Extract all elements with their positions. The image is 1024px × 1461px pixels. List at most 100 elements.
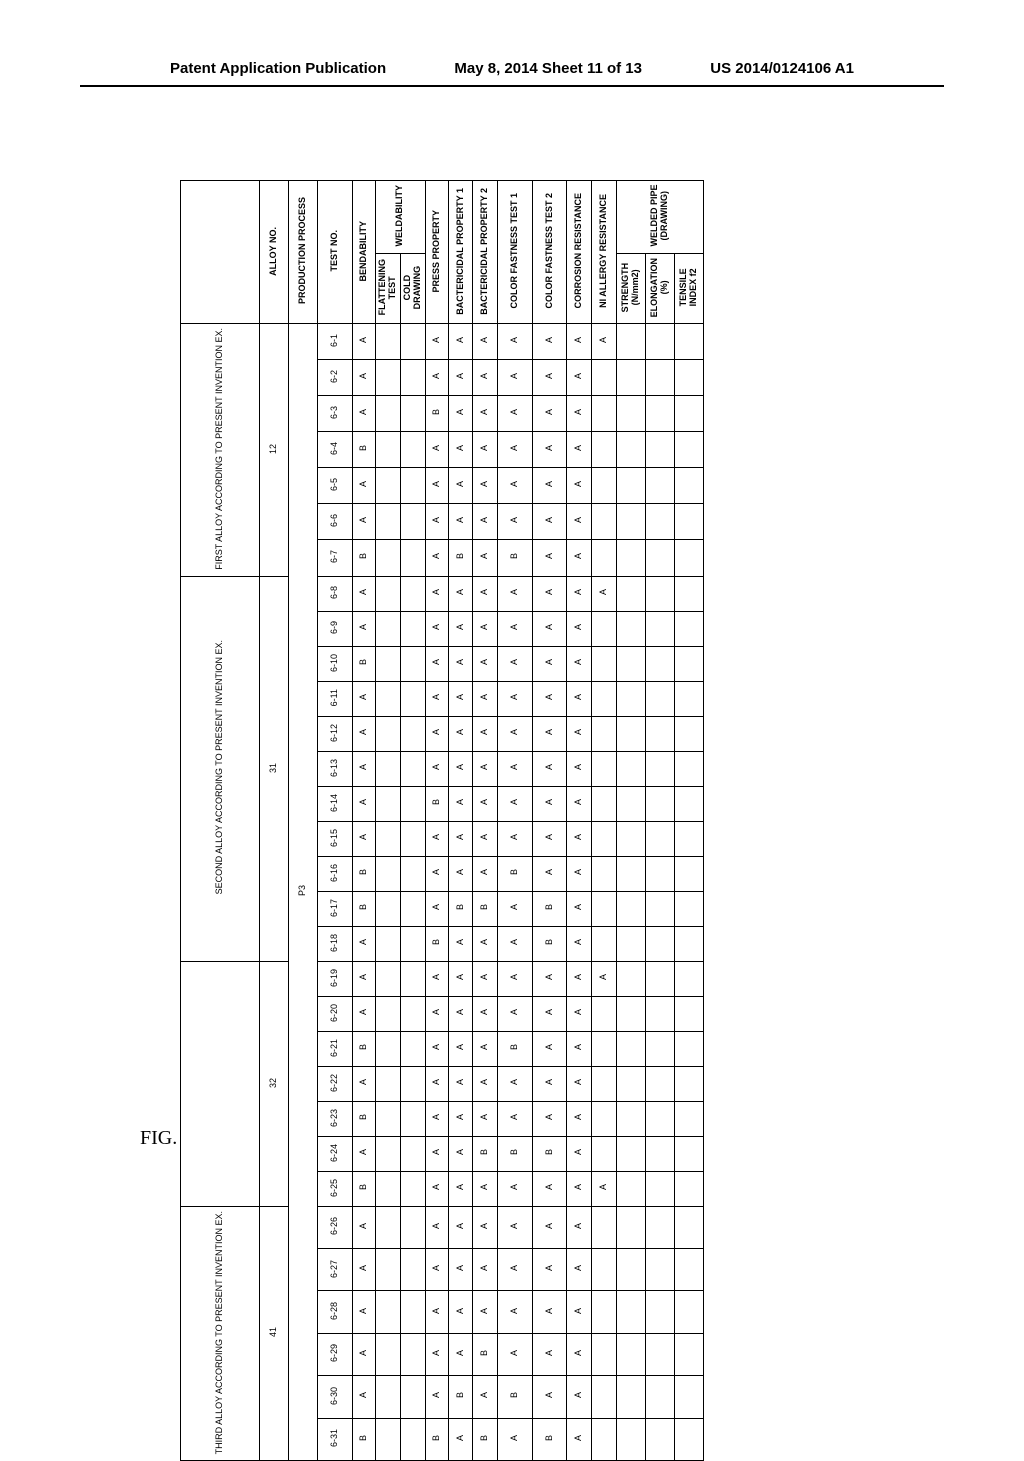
cell-value: A <box>430 549 444 563</box>
test-no: 6-6 <box>328 510 342 531</box>
test-no: 6-12 <box>328 720 342 746</box>
cell-value: A <box>454 620 468 634</box>
cell-value: A <box>543 369 557 383</box>
cell-value: A <box>508 900 522 914</box>
cell-value: A <box>597 1180 611 1194</box>
table-row: THIRD ALLOY ACCORDING TO PRESENT INVENTI… <box>181 1206 704 1248</box>
cell-value: A <box>357 1145 371 1159</box>
cell-value: A <box>572 795 586 809</box>
cell-value: B <box>543 1431 557 1445</box>
cell-value: A <box>454 405 468 419</box>
cell-value: A <box>543 513 557 527</box>
cell-value: A <box>454 513 468 527</box>
cell-value: A <box>454 1110 468 1124</box>
cell-value: A <box>572 655 586 669</box>
cell-value: A <box>478 333 492 347</box>
cell-value: B <box>357 1110 371 1124</box>
test-no: 6-1 <box>328 330 342 351</box>
table-header: ALLOY NO. PRODUCTION PROCESS TEST NO. BE… <box>181 181 704 324</box>
test-no: 6-10 <box>328 650 342 676</box>
cell-value: A <box>543 585 557 599</box>
cell-value: A <box>543 725 557 739</box>
cell-value: A <box>597 585 611 599</box>
cell-value: A <box>508 333 522 347</box>
cell-value: A <box>508 655 522 669</box>
cell-value: A <box>357 513 371 527</box>
cell-value: B <box>508 1145 522 1159</box>
cell-value: A <box>430 1304 444 1318</box>
cell-value: A <box>543 1110 557 1124</box>
cell-value: A <box>478 1040 492 1054</box>
cell-value: A <box>454 725 468 739</box>
cell-value: A <box>572 830 586 844</box>
table-row: 326-19AAAAAAAA <box>181 961 704 996</box>
cell-value: B <box>357 549 371 563</box>
cell-value: A <box>572 333 586 347</box>
hdr-bend: BENDABILITY <box>357 217 371 286</box>
cell-value: A <box>357 620 371 634</box>
cell-value: A <box>454 795 468 809</box>
cell-value: A <box>572 1261 586 1275</box>
cell-value: A <box>508 760 522 774</box>
cell-value: A <box>543 1219 557 1233</box>
cell-value: A <box>478 369 492 383</box>
cell-value: A <box>543 1180 557 1194</box>
cell-value: A <box>454 1431 468 1445</box>
cell-value: A <box>430 1075 444 1089</box>
cell-value: A <box>478 1261 492 1275</box>
cell-value: A <box>508 1304 522 1318</box>
test-no: 6-13 <box>328 755 342 781</box>
hdr-alloy-no: ALLOY NO. <box>267 223 281 280</box>
alloy-no: 12 <box>267 440 281 458</box>
cell-value: A <box>478 690 492 704</box>
cell-value: B <box>430 935 444 949</box>
hdr-elong: ELONGATION (%) <box>648 254 672 321</box>
cell-value: A <box>572 970 586 984</box>
test-no: 6-16 <box>328 860 342 886</box>
cell-value: A <box>430 970 444 984</box>
cell-value: A <box>478 1005 492 1019</box>
cell-value: A <box>357 333 371 347</box>
cell-value: A <box>430 865 444 879</box>
cell-value: A <box>454 935 468 949</box>
cell-value: A <box>357 1388 371 1402</box>
cell-value: A <box>572 1431 586 1445</box>
test-no: 6-19 <box>328 965 342 991</box>
cell-value: A <box>478 513 492 527</box>
alloy-no: 32 <box>267 1074 281 1092</box>
cell-value: A <box>508 970 522 984</box>
test-no: 6-9 <box>328 617 342 638</box>
cell-value: A <box>572 1005 586 1019</box>
cell-value: A <box>478 1219 492 1233</box>
cell-value: A <box>357 830 371 844</box>
cell-value: A <box>454 477 468 491</box>
cell-value: A <box>508 477 522 491</box>
cell-value: A <box>508 1431 522 1445</box>
data-table: ALLOY NO. PRODUCTION PROCESS TEST NO. BE… <box>180 180 704 1461</box>
hdr-corr: CORROSION RESISTANCE <box>572 189 586 312</box>
hdr-cf2: COLOR FASTNESS TEST 2 <box>543 189 557 313</box>
cell-value: A <box>357 1346 371 1360</box>
cell-value: A <box>454 690 468 704</box>
production-process: P3 <box>296 881 310 900</box>
cell-value: A <box>572 760 586 774</box>
cell-value: A <box>508 620 522 634</box>
cell-value: A <box>508 830 522 844</box>
cell-value: A <box>357 1261 371 1275</box>
cell-value: B <box>357 1180 371 1194</box>
cell-value: A <box>357 1304 371 1318</box>
cell-value: A <box>454 1180 468 1194</box>
cell-value: A <box>508 441 522 455</box>
cell-value: A <box>478 725 492 739</box>
cell-value: A <box>357 585 371 599</box>
cell-value: A <box>572 1388 586 1402</box>
cell-value: A <box>572 935 586 949</box>
hdr-flat: FLATTENING TEST <box>376 253 400 322</box>
test-no: 6-2 <box>328 366 342 387</box>
cell-value: A <box>478 970 492 984</box>
cell-value: A <box>430 725 444 739</box>
hdr-press: PRESS PROPERTY <box>430 206 444 297</box>
cell-value: A <box>572 1040 586 1054</box>
cell-value: A <box>543 1005 557 1019</box>
cell-value: B <box>508 549 522 563</box>
